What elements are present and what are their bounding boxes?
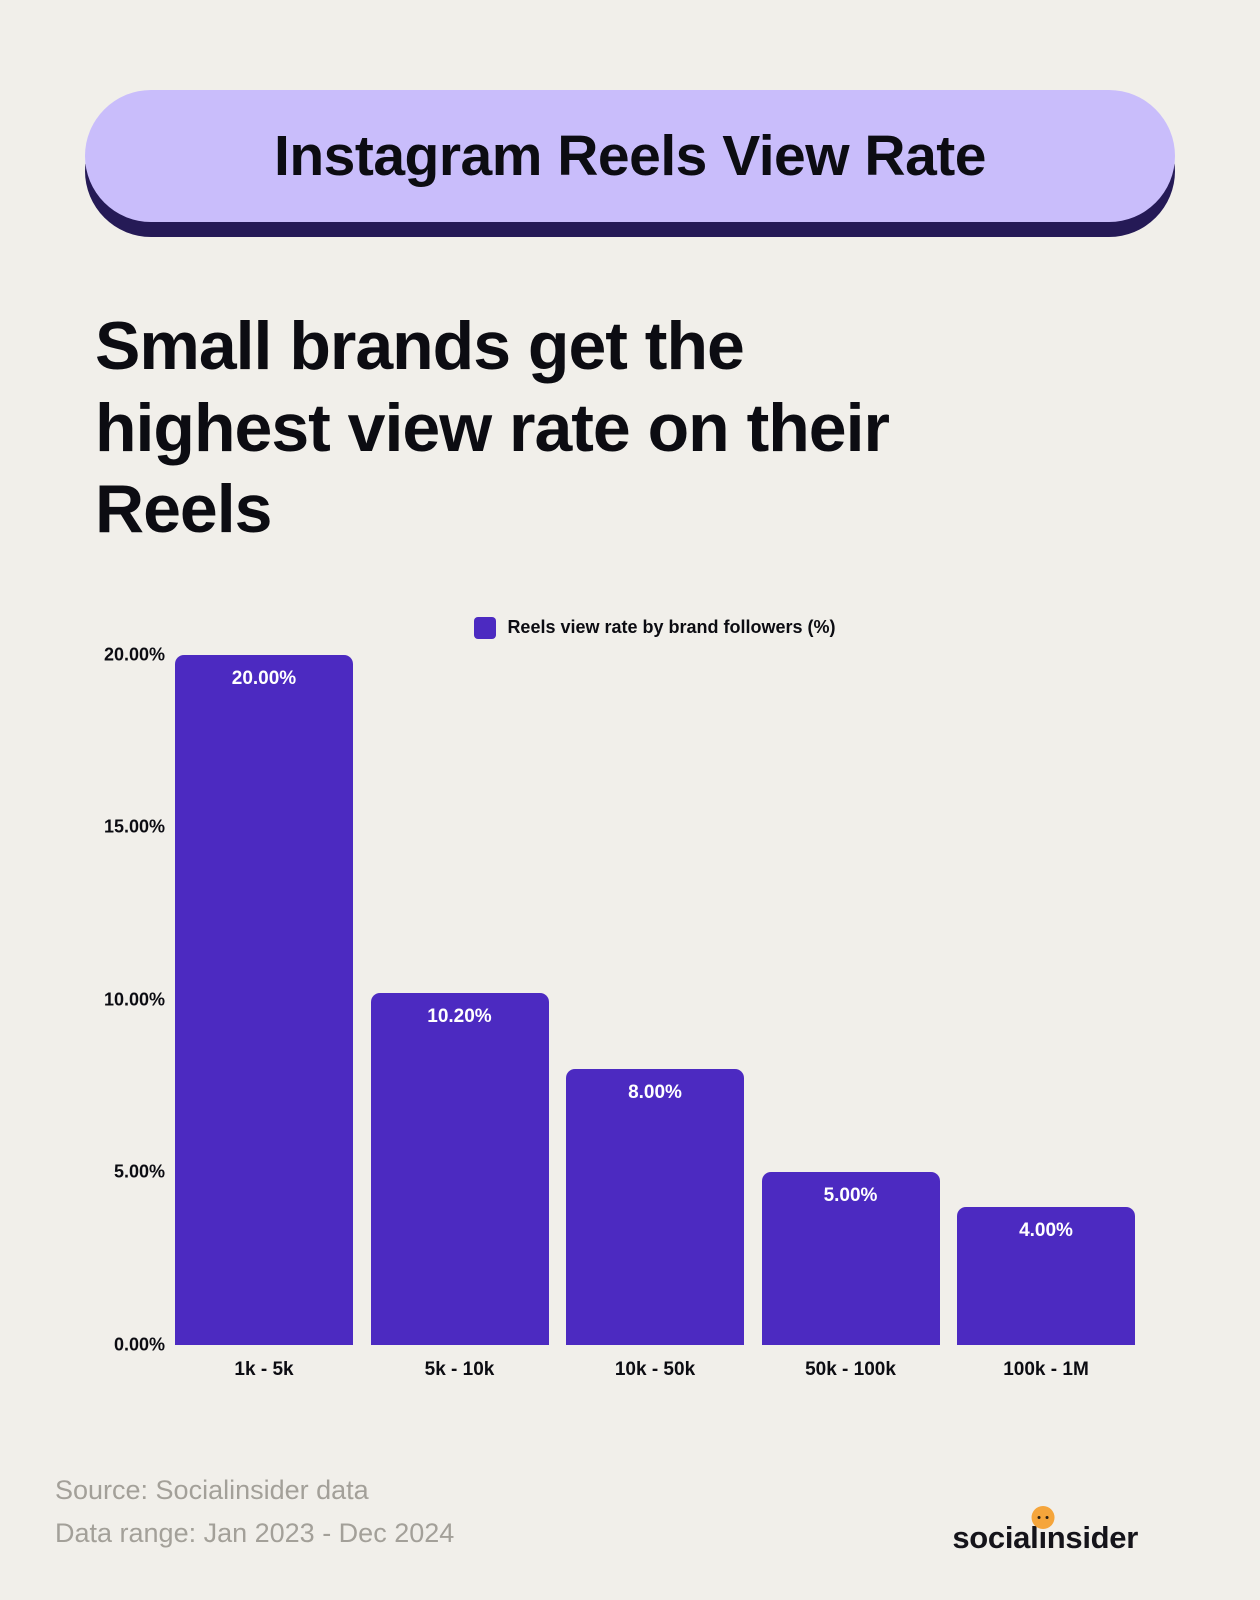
socialinsider-logo: social ınsider bbox=[952, 1505, 1139, 1556]
logo-i-stem: ı bbox=[1038, 1520, 1047, 1555]
x-category-label: 5k - 10k bbox=[424, 1358, 495, 1380]
source-block: Source: Socialinsider data Data range: J… bbox=[55, 1469, 454, 1556]
logo-orange-dot-icon bbox=[1031, 1505, 1055, 1529]
legend-label: Reels view rate by brand followers (%) bbox=[507, 617, 836, 638]
title-badge: Instagram Reels View Rate bbox=[85, 90, 1175, 222]
bar-value-label: 5.00% bbox=[823, 1185, 878, 1207]
y-axis: 20.00% 15.00% 10.00% 5.00% 0.00% bbox=[60, 644, 165, 1354]
y-tick-label: 15.00% bbox=[103, 816, 165, 837]
x-category-label: 50k - 100k bbox=[805, 1358, 896, 1380]
bar-50k-100k: 5.00% bbox=[761, 1172, 940, 1345]
y-tick-label: 10.00% bbox=[103, 989, 165, 1010]
headline: Small brands get the highest view rate o… bbox=[95, 306, 1170, 551]
logo-text-left: social bbox=[952, 1520, 1039, 1555]
badge-title: Instagram Reels View Rate bbox=[274, 124, 986, 188]
footer: Source: Socialinsider data Data range: J… bbox=[55, 1469, 1138, 1556]
source-text: Source: Socialinsider data bbox=[55, 1474, 369, 1505]
bar-10k-50k: 8.00% bbox=[566, 1068, 744, 1345]
headline-line-3: Reels bbox=[95, 471, 272, 548]
y-tick-label: 20.00% bbox=[103, 644, 165, 665]
data-range-text: Data range: Jan 2023 - Dec 2024 bbox=[55, 1518, 455, 1549]
x-category-label: 100k - 1M bbox=[1003, 1358, 1089, 1380]
headline-line-2: highest view rate on their bbox=[95, 389, 890, 466]
legend-swatch-icon bbox=[474, 616, 497, 639]
bar-value-label: 10.20% bbox=[427, 1005, 492, 1027]
x-category-label: 1k - 5k bbox=[234, 1358, 294, 1380]
x-category-label: 10k - 50k bbox=[614, 1358, 696, 1380]
headline-line-1: Small brands get the bbox=[95, 308, 745, 384]
plot-area: 20.00% 10.20% 8.00% 5.00% 4.00% bbox=[175, 654, 1135, 1345]
bar-100k-1m: 4.00% bbox=[957, 1206, 1135, 1345]
bar-value-label: 20.00% bbox=[231, 667, 297, 689]
bar-1k-5k: 20.00% bbox=[175, 654, 353, 1345]
bar-value-label: 4.00% bbox=[1019, 1219, 1073, 1241]
chart-legend: Reels view rate by brand followers (%) bbox=[175, 616, 1135, 639]
logo-text-right: nsider bbox=[1046, 1520, 1139, 1555]
bar-5k-10k: 10.20% bbox=[370, 992, 549, 1345]
x-axis: 1k - 5k 5k - 10k 10k - 50k 50k - 100k 10… bbox=[175, 1359, 1135, 1381]
bar-value-label: 8.00% bbox=[628, 1081, 682, 1103]
bar-chart: 20.00% 15.00% 10.00% 5.00% 0.00% 20.00% … bbox=[60, 644, 1135, 1354]
y-tick-label: 0.00% bbox=[113, 1334, 165, 1355]
logo-i: ı bbox=[1031, 1505, 1055, 1556]
y-tick-label: 5.00% bbox=[113, 1161, 165, 1182]
